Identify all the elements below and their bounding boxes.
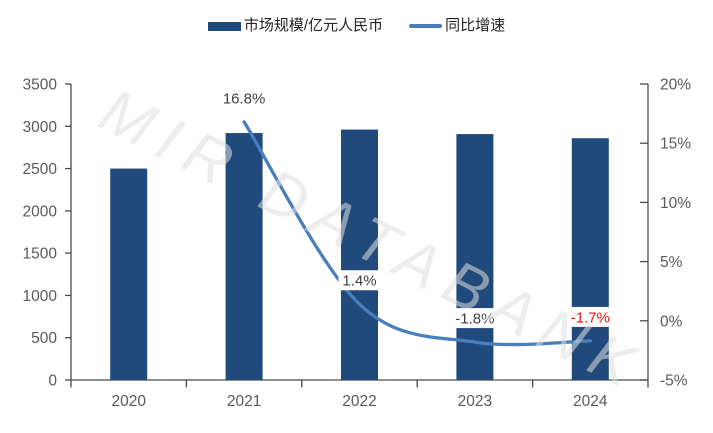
bar-2024 <box>571 138 609 380</box>
legend-item-market-size: 市场规模/亿元人民币 <box>207 17 384 35</box>
left-axis-tick-label: 2500 <box>23 161 58 178</box>
x-axis-label-2021: 2021 <box>227 393 261 410</box>
x-axis-label-2020: 2020 <box>111 393 146 410</box>
legend-label-yoy-growth: 同比增速 <box>445 17 506 34</box>
legend-item-yoy-growth: 同比增速 <box>409 17 505 35</box>
right-axis-tick-label: 15% <box>660 136 691 153</box>
line-data-label-2023: -1.8% <box>455 311 494 328</box>
line-data-label-2024: -1.7% <box>571 309 610 326</box>
left-axis-tick-label: 1500 <box>23 246 58 263</box>
line-data-label-2022: 1.4% <box>342 273 376 290</box>
left-axis-tick-label: 0 <box>48 373 57 390</box>
data-label-bg-2024 <box>564 306 616 327</box>
bar-series-swatch-icon <box>207 21 241 31</box>
bar-2022 <box>341 129 378 380</box>
bar-2020 <box>110 168 148 380</box>
right-axis-tick-label: -5% <box>660 373 688 390</box>
left-axis-tick-label: 1000 <box>23 288 58 305</box>
x-axis-label-2022: 2022 <box>342 393 376 410</box>
left-axis-tick-label: 3000 <box>23 119 58 136</box>
right-axis-tick-label: 10% <box>660 195 691 212</box>
x-axis-label-2023: 2023 <box>458 393 492 410</box>
left-axis-tick-label: 500 <box>31 330 57 347</box>
chart-legend: 市场规模/亿元人民币 同比增速 <box>0 17 713 35</box>
data-label-bg-2023 <box>449 308 501 329</box>
yoy-growth-line <box>242 120 592 347</box>
line-data-label-2021: 16.8% <box>223 90 266 107</box>
data-label-bg-2022 <box>338 270 381 291</box>
x-axis-label-2024: 2024 <box>573 393 608 410</box>
left-axis-tick-label: 2000 <box>23 203 58 220</box>
right-axis-tick-label: 5% <box>660 254 683 271</box>
right-axis-tick-label: 0% <box>660 313 683 330</box>
legend-label-market-size: 市场规模/亿元人民币 <box>243 17 384 34</box>
right-axis-tick-label: 20% <box>660 77 691 94</box>
bar-2021 <box>225 133 263 380</box>
data-label-bg-2021 <box>218 87 270 108</box>
left-axis-tick-label: 3500 <box>23 77 58 94</box>
line-series-swatch-icon <box>409 24 443 28</box>
